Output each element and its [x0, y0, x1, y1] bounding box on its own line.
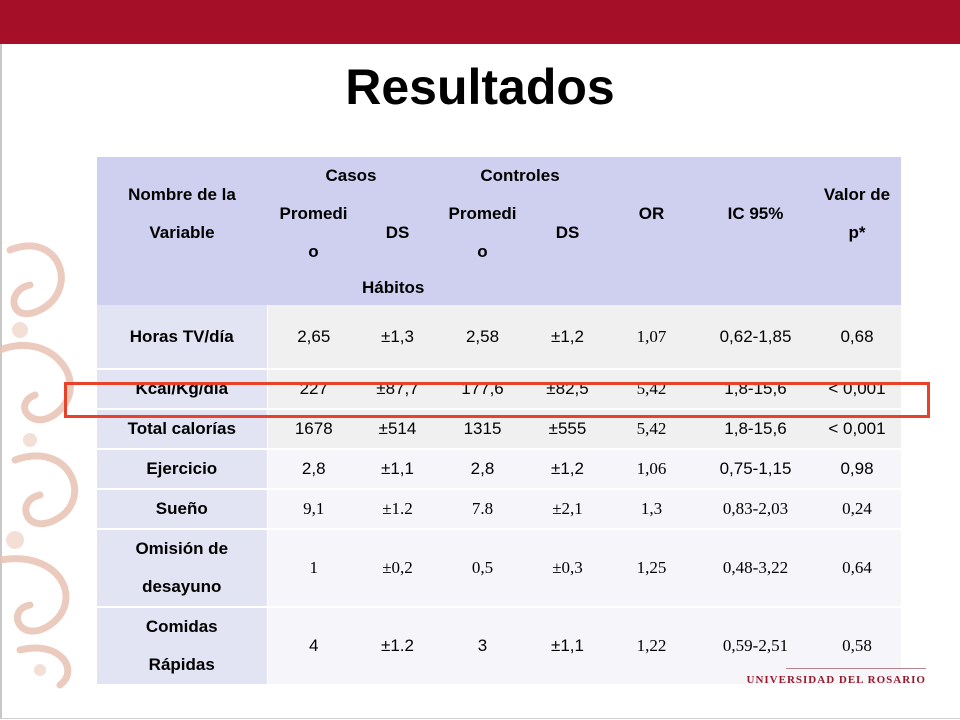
highlight-box [64, 382, 930, 418]
table-row: Sueño 9,1 ±1.2 7.8 ±2,1 1,3 0,83-2,03 0,24 [97, 489, 901, 530]
table-row: Comidas Rápidas 4 ±1.2 3 ±1,1 1,22 0,59-2,51 0,5… [97, 607, 901, 686]
cell-ic: 0,75-1,15 [698, 449, 813, 490]
header-controles-ds: DS [530, 195, 605, 271]
cell-casos-ds: ±0,2 [360, 529, 435, 608]
cell-or: 1,07 [605, 305, 698, 370]
header-casos-promedio: Promedi o [267, 195, 360, 271]
cell-casos-ds: ±1,1 [360, 449, 435, 490]
header-controles: Controles [435, 157, 605, 195]
cell-casos-prom: 9,1 [267, 489, 360, 530]
table-row: Omisión de desayuno 1 ±0,2 0,5 ±0,3 1,25 0,48-3… [97, 529, 901, 608]
header-casos-ds: DS [360, 195, 435, 271]
header-ic: IC 95% [698, 157, 813, 271]
header-valor-p: Valor de p* [813, 157, 901, 271]
logo-rule [786, 668, 926, 669]
cell-casos-ds: ±1.2 [360, 607, 435, 686]
cell-p: 0,68 [813, 305, 901, 370]
cell-casos-prom: 1 [267, 529, 360, 608]
decorative-ornament [0, 242, 78, 689]
table-row: Kcal/Kg/día 227 ±87,7 177,6 ±82,5 5,42 1,8-15,… [97, 369, 901, 410]
cell-or: 1,3 [605, 489, 698, 530]
cell-casos-prom: 4 [267, 607, 360, 686]
cell-or: 1,25 [605, 529, 698, 608]
cell-casos-ds: ±1,3 [360, 305, 435, 370]
university-logo: UNIVERSIDAD DEL ROSARIO [746, 674, 926, 686]
cell-casos-prom: 227 [267, 369, 360, 410]
cell-ic: 0,83-2,03 [698, 489, 813, 530]
cell-ctrl-ds: ±1,1 [530, 607, 605, 686]
cell-or: 1,22 [605, 607, 698, 686]
header-variable: Nombre de la Variable [97, 157, 267, 271]
cell-ctrl-ds: ±2,1 [530, 489, 605, 530]
cell-ctrl-ds: ±0,3 [530, 529, 605, 608]
header-casos: Casos [267, 157, 435, 195]
cell-casos-ds: ±1.2 [360, 489, 435, 530]
row-label: Horas TV/día [97, 305, 268, 370]
cell-p: 0,24 [813, 489, 901, 530]
cell-p: 0,64 [813, 529, 901, 608]
results-table: Nombre de la Variable Casos Controles OR… [97, 157, 901, 686]
cell-ctrl-prom: 7.8 [435, 489, 530, 530]
cell-p: 0,98 [813, 449, 901, 490]
cell-ic: 0,59-2,51 [698, 607, 813, 686]
header-controles-promedio: Promedi o [435, 195, 530, 271]
cell-ic: 0,62-1,85 [698, 305, 813, 370]
table-row: Horas TV/día 2,65 ±1,3 2,58 ±1,2 1,07 0,62-1,8… [97, 305, 901, 370]
header-or: OR [605, 157, 698, 271]
cell-ctrl-ds: ±1,2 [530, 449, 605, 490]
row-label: Kcal/Kg/día [97, 369, 268, 410]
cell-p: 0,58 [813, 607, 901, 686]
row-label: Comidas Rápidas [97, 607, 268, 686]
table-row: Ejercicio 2,8 ±1,1 2,8 ±1,2 1,06 0,75-1,15 0,98 [97, 449, 901, 490]
row-label: Ejercicio [97, 449, 268, 490]
cell-p: < 0,001 [813, 369, 901, 410]
cell-or: 5,42 [605, 369, 698, 410]
cell-casos-ds: ±87,7 [360, 369, 435, 410]
row-label: Omisión de desayuno [97, 529, 268, 608]
cell-ctrl-ds: ±82,5 [530, 369, 605, 410]
cell-ctrl-prom: 2,58 [435, 305, 530, 370]
cell-or: 1,06 [605, 449, 698, 490]
cell-ctrl-prom: 0,5 [435, 529, 530, 608]
section-habitos: Hábitos [267, 271, 901, 305]
slide-title: Resultados [345, 59, 615, 115]
cell-ic: 0,48-3,22 [698, 529, 813, 608]
cell-ctrl-prom: 177,6 [435, 369, 530, 410]
cell-casos-prom: 2,8 [267, 449, 360, 490]
cell-ctrl-ds: ±1,2 [530, 305, 605, 370]
cell-ctrl-prom: 3 [435, 607, 530, 686]
cell-casos-prom: 2,65 [267, 305, 360, 370]
top-banner [0, 0, 960, 44]
slide-frame [0, 44, 960, 719]
cell-ic: 1,8-15,6 [698, 369, 813, 410]
cell-ctrl-prom: 2,8 [435, 449, 530, 490]
row-label: Sueño [97, 489, 268, 530]
